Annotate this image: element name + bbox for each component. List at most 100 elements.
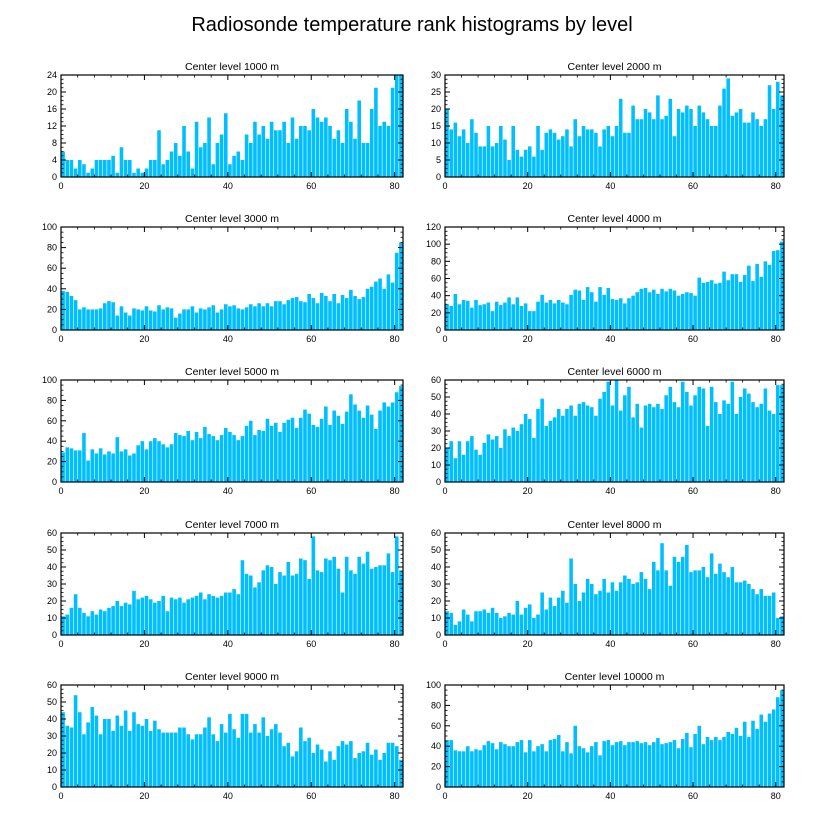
histogram-bar (73, 300, 78, 330)
histogram-bar (128, 315, 132, 330)
histogram-bar (676, 748, 681, 787)
histogram-bar (98, 609, 103, 635)
histogram-bar (697, 386, 702, 482)
histogram-bar (478, 146, 482, 177)
histogram-bar (457, 621, 462, 635)
histogram-bar (382, 402, 387, 482)
x-tick-label: 0 (58, 639, 63, 649)
histogram-bar (361, 143, 366, 177)
x-tick-label: 20 (523, 334, 533, 344)
histogram-bar (598, 398, 602, 482)
histogram-bar (153, 438, 157, 482)
histogram-bar (311, 109, 316, 177)
histogram-bar (581, 402, 586, 482)
histogram-bar (103, 611, 107, 635)
histogram-bar (457, 304, 462, 330)
histogram-bar (65, 291, 70, 330)
histogram-bar (248, 420, 253, 482)
y-tick-label: 16 (47, 104, 57, 114)
histogram-bar (457, 441, 462, 482)
x-tick-label: 0 (58, 791, 63, 801)
histogram-bar (643, 287, 648, 330)
y-tick-label: 0 (52, 630, 57, 640)
histogram-bar (294, 573, 299, 635)
histogram-bar (65, 725, 70, 787)
histogram-bar (598, 287, 602, 330)
histogram-bar (742, 721, 747, 787)
histogram-bar (390, 87, 395, 177)
histogram-bar (486, 126, 491, 177)
histogram-bar (635, 582, 640, 635)
histogram-bar (635, 119, 640, 177)
histogram-bar (759, 589, 764, 635)
y-tick-label: 100 (42, 375, 57, 385)
histogram-bar (219, 595, 224, 635)
histogram-bar (763, 119, 768, 177)
histogram-bar (548, 597, 553, 635)
histogram-bar (69, 448, 74, 482)
y-tick-label: 20 (431, 104, 441, 114)
histogram-bar (449, 612, 453, 635)
histogram-bar (689, 572, 693, 635)
histogram-bar (734, 727, 739, 787)
histogram-bar (701, 112, 706, 177)
histogram-bar (207, 594, 211, 635)
x-tick-label: 60 (688, 791, 698, 801)
histogram-bar (140, 597, 145, 635)
y-tick-label: 0 (436, 477, 441, 487)
histogram-bar (714, 402, 718, 482)
histogram-bar (523, 149, 528, 177)
histogram-bar (652, 561, 656, 635)
histogram-bar (647, 112, 652, 177)
histogram-bar (494, 436, 499, 482)
histogram-bar (470, 751, 474, 787)
histogram-bar (290, 417, 295, 482)
histogram-bar (610, 299, 615, 330)
histogram-bar (457, 751, 462, 787)
histogram-bar (465, 143, 470, 177)
histogram-bar (602, 741, 606, 787)
histogram-bar (734, 582, 739, 635)
x-tick-label: 40 (223, 486, 233, 496)
histogram-bar (771, 414, 776, 482)
histogram-bar (726, 78, 730, 177)
histogram-bar (453, 458, 458, 482)
histogram-panel-3: Center level 3000 m 0 20 40 60 80 0 20 40 60 80 100 (42, 213, 404, 344)
histogram-bar (556, 734, 561, 787)
y-tick-label: 60 (431, 721, 441, 731)
histogram-bar (751, 720, 755, 787)
histogram-bar (573, 119, 578, 177)
panel-title: Center level 1000 m (185, 61, 279, 73)
y-tick-label: 10 (431, 613, 441, 623)
histogram-bar (73, 594, 78, 635)
histogram-bar (161, 732, 165, 787)
histogram-bar (136, 445, 140, 482)
histogram-bar (328, 424, 332, 482)
y-tick-label: 20 (47, 457, 57, 467)
histogram-bar (215, 741, 220, 787)
histogram-bar (190, 168, 195, 177)
histogram-bar (165, 732, 170, 787)
histogram-bar (556, 299, 561, 330)
histogram-bar (303, 409, 307, 482)
histogram-bar (253, 435, 257, 482)
histogram-bar (742, 122, 747, 177)
histogram-bar (726, 731, 730, 787)
y-tick-label: 0 (436, 630, 441, 640)
histogram-bar (647, 403, 652, 482)
histogram-bar (103, 303, 107, 330)
histogram-bar (548, 420, 553, 482)
histogram-bar (577, 746, 582, 787)
histogram-bar (236, 308, 241, 330)
histogram-bar (77, 160, 82, 177)
histogram-bar (194, 432, 199, 482)
histogram-bar (244, 307, 249, 330)
x-tick-label: 0 (442, 181, 447, 191)
y-tick-label: 50 (431, 392, 441, 402)
histogram-bar (705, 425, 710, 482)
histogram-bar (623, 745, 627, 787)
histogram-bar (664, 291, 668, 331)
histogram-bar (511, 614, 515, 635)
histogram-bar (240, 713, 245, 787)
histogram-bar (482, 304, 487, 330)
